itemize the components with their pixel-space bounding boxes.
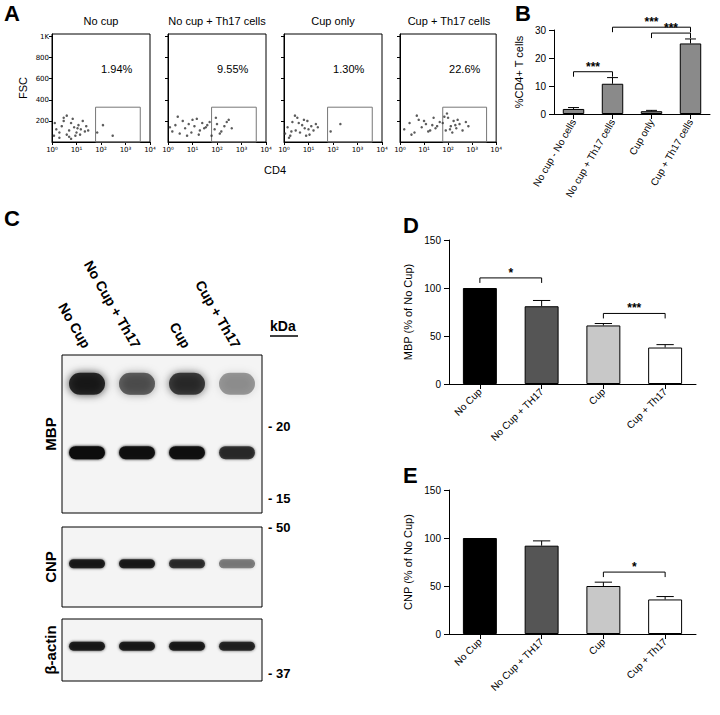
svg-text:0: 0 [540, 109, 546, 120]
svg-text:kDa: kDa [270, 318, 296, 334]
svg-text:22.6%: 22.6% [449, 63, 480, 75]
svg-text:10³: 10³ [466, 146, 478, 154]
svg-text:C: C [4, 206, 20, 231]
svg-text:- 50: - 50 [268, 520, 290, 535]
svg-text:200: 200 [36, 117, 49, 125]
svg-text:10²: 10² [95, 146, 107, 154]
svg-text:*: * [632, 560, 637, 574]
svg-text:***: *** [664, 21, 678, 35]
svg-text:Cup: Cup [587, 386, 608, 407]
svg-text:150: 150 [424, 235, 441, 246]
svg-text:50: 50 [430, 581, 442, 592]
svg-text:10¹: 10¹ [187, 146, 199, 154]
svg-text:10⁴: 10⁴ [144, 146, 156, 154]
svg-text:10⁰: 10⁰ [46, 146, 58, 154]
svg-text:Cup: Cup [166, 319, 193, 351]
svg-text:10¹: 10¹ [418, 146, 430, 154]
svg-text:No Cup + TH17: No Cup + TH17 [489, 386, 546, 443]
svg-text:Cup: Cup [587, 636, 608, 657]
svg-text:No Cup: No Cup [55, 300, 94, 351]
svg-text:%CD4+ T cells: %CD4+ T cells [513, 35, 525, 108]
svg-text:Cup + Th17 cells: Cup + Th17 cells [648, 117, 695, 187]
svg-text:10³: 10³ [236, 146, 248, 154]
svg-text:10²: 10² [442, 146, 454, 154]
svg-text:Cup + Th17: Cup + Th17 [192, 277, 244, 351]
svg-text:Cup + Th17: Cup + Th17 [624, 636, 669, 681]
svg-text:600: 600 [36, 75, 49, 83]
svg-text:9.55%: 9.55% [217, 63, 248, 75]
svg-text:10: 10 [535, 81, 547, 92]
svg-text:Cup + Th17 cells: Cup + Th17 cells [408, 15, 491, 27]
svg-text:800: 800 [36, 54, 49, 62]
svg-text:CNP: CNP [42, 551, 59, 583]
svg-text:Cup + Th17: Cup + Th17 [624, 386, 669, 431]
svg-text:1K: 1K [40, 33, 49, 41]
svg-text:***: *** [645, 15, 659, 29]
svg-text:0: 0 [435, 629, 441, 640]
svg-text:10⁰: 10⁰ [394, 146, 406, 154]
svg-text:10⁴: 10⁴ [260, 146, 272, 154]
svg-text:*: * [508, 266, 513, 280]
svg-text:No Cup + Th17: No Cup + Th17 [81, 258, 144, 351]
svg-text:- 20: - 20 [268, 419, 290, 434]
svg-text:No Cup: No Cup [452, 636, 484, 668]
svg-text:MBP (% of No Cup): MBP (% of No Cup) [402, 264, 414, 360]
svg-text:400: 400 [36, 96, 49, 104]
svg-text:β-actin: β-actin [42, 625, 59, 674]
svg-text:150: 150 [424, 485, 441, 496]
svg-text:MBP: MBP [42, 417, 59, 450]
svg-text:10¹: 10¹ [71, 146, 83, 154]
svg-text:20: 20 [535, 53, 547, 64]
svg-text:***: *** [586, 60, 600, 74]
svg-text:100: 100 [424, 283, 441, 294]
svg-text:Cup only: Cup only [627, 117, 656, 157]
svg-text:10²: 10² [327, 146, 339, 154]
svg-text:10⁴: 10⁴ [376, 146, 388, 154]
svg-text:1.94%: 1.94% [101, 63, 132, 75]
svg-text:D: D [403, 213, 419, 238]
svg-text:30: 30 [535, 25, 547, 36]
svg-text:B: B [515, 1, 531, 26]
svg-text:No cup + Th17 cells: No cup + Th17 cells [168, 15, 266, 27]
svg-text:E: E [403, 463, 418, 488]
svg-text:10²: 10² [211, 146, 223, 154]
svg-text:No cup - No cells: No cup - No cells [531, 117, 579, 188]
svg-text:10⁰: 10⁰ [278, 146, 290, 154]
svg-text:50: 50 [430, 331, 442, 342]
svg-text:10¹: 10¹ [303, 146, 315, 154]
svg-text:CD4: CD4 [264, 164, 286, 176]
svg-text:1.30%: 1.30% [333, 63, 364, 75]
svg-text:Cup only: Cup only [311, 15, 355, 27]
svg-text:FSC: FSC [17, 77, 29, 99]
svg-text:***: *** [627, 301, 641, 315]
svg-text:A: A [4, 1, 20, 26]
svg-text:- 37: - 37 [268, 666, 290, 681]
svg-text:10⁴: 10⁴ [490, 146, 502, 154]
svg-text:100: 100 [424, 533, 441, 544]
svg-text:10³: 10³ [120, 146, 132, 154]
svg-text:No Cup: No Cup [452, 386, 484, 418]
svg-text:10³: 10³ [352, 146, 364, 154]
svg-text:No cup: No cup [84, 15, 119, 27]
svg-text:10⁰: 10⁰ [162, 146, 174, 154]
svg-text:No Cup + TH17: No Cup + TH17 [489, 636, 546, 693]
svg-text:No cup + Th17 cells: No cup + Th17 cells [564, 117, 618, 199]
svg-text:CNP (% of No Cup): CNP (% of No Cup) [402, 514, 414, 610]
svg-text:0: 0 [435, 379, 441, 390]
svg-text:- 15: - 15 [268, 491, 290, 506]
